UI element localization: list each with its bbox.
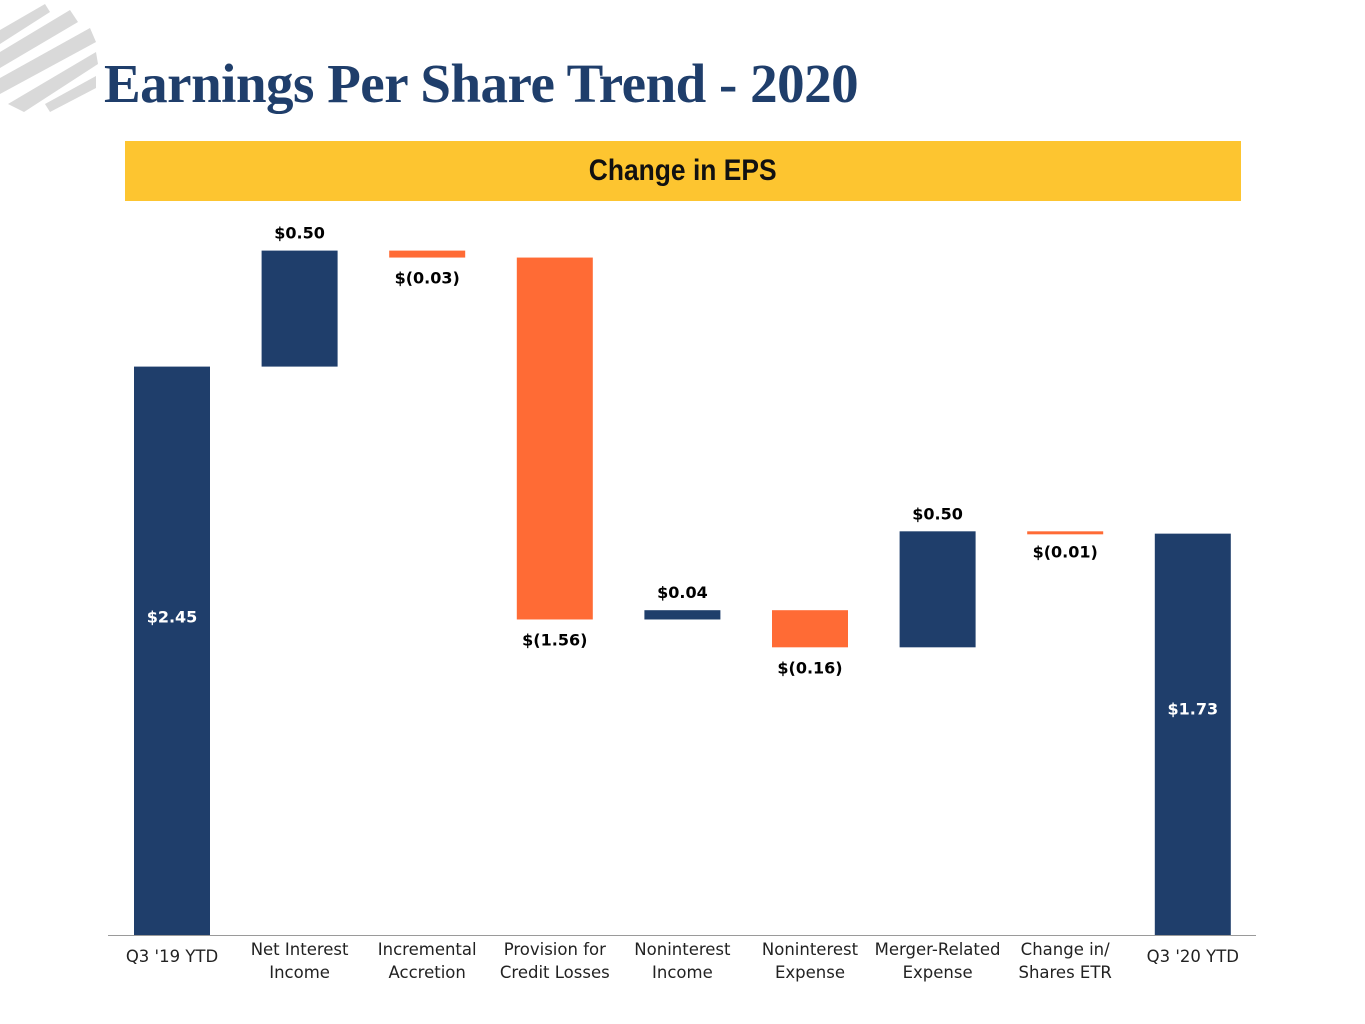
bar-1 [261, 250, 338, 367]
category-label-line: Merger-Related [875, 940, 1001, 959]
category-label-1: Net Interest Income [251, 940, 349, 982]
category-label-line: Incremental [378, 940, 477, 959]
category-label-line: Noninterest [634, 940, 731, 959]
category-label-line: Expense [775, 963, 845, 982]
category-label-line: Income [652, 963, 713, 982]
data-label-1: $0.50 [274, 224, 325, 243]
category-label-8: Q3 '20 YTD [1147, 947, 1239, 966]
bar-5 [772, 610, 848, 648]
category-label-2: Incremental Accretion [378, 940, 477, 982]
category-label-4: Noninterest Income [634, 940, 731, 982]
data-label-0: $2.45 [147, 607, 198, 626]
category-label-5: Noninterest Expense [762, 940, 859, 982]
data-label-2: $(0.03) [395, 269, 460, 288]
category-label-line: Noninterest [762, 940, 859, 959]
category-label-line: Change in/ [1021, 940, 1110, 959]
data-label-6: $0.50 [912, 504, 963, 523]
category-label-line: Provision for [504, 940, 606, 959]
category-label-line: Net Interest [251, 940, 349, 959]
category-label-line: Shares ETR [1018, 963, 1111, 982]
category-label-line: Expense [903, 963, 973, 982]
category-label-line: Credit Losses [500, 963, 610, 982]
category-label-line: Q3 '19 YTD [126, 947, 218, 966]
data-label-7: $(0.01) [1033, 542, 1098, 561]
category-label-line: Income [269, 963, 330, 982]
category-label-3: Provision for Credit Losses [500, 940, 610, 982]
bar-6 [899, 531, 976, 648]
category-label-0: Q3 '19 YTD [126, 947, 218, 966]
bar-8 [1154, 533, 1231, 935]
data-label-4: $0.04 [657, 583, 708, 602]
bar-4 [644, 610, 721, 620]
bar-3 [516, 257, 593, 620]
bar-0 [134, 366, 210, 936]
data-label-3: $(1.56) [522, 630, 587, 649]
category-label-line: Q3 '20 YTD [1147, 947, 1239, 966]
company-logo [0, 4, 98, 112]
page-title: Earnings Per Share Trend - 2020 [104, 53, 859, 114]
bar-2 [389, 250, 466, 258]
category-label-7: Change in/Shares ETR [1018, 940, 1111, 982]
chart-title-banner: Change in EPS [125, 141, 1241, 201]
chart-title: Change in EPS [589, 154, 777, 187]
data-label-8: $1.73 [1167, 699, 1218, 718]
category-label-line: Accretion [389, 963, 466, 982]
data-label-5: $(0.16) [777, 658, 842, 677]
bar-7 [1027, 531, 1104, 535]
category-label-6: Merger-Related Expense [875, 940, 1001, 982]
